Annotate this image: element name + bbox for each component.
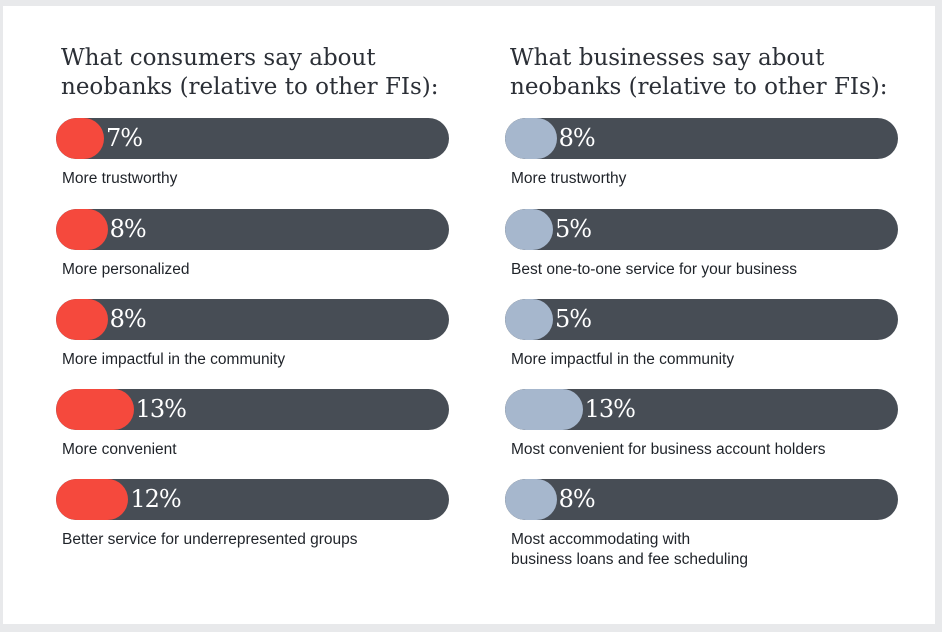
consumer-bar-value-label: 13%	[135, 395, 187, 423]
business-bar-track: 5%	[505, 209, 898, 250]
consumer-bar-value-label: 7%	[106, 124, 143, 152]
business-bar-value-label: 5%	[555, 305, 592, 333]
business-bar-category-label: Most convenient for business account hol…	[511, 441, 826, 458]
consumer-bar-track: 8%	[56, 299, 449, 340]
consumers-title: What consumers say about neobanks (relat…	[61, 45, 439, 100]
consumer-bar-fill	[56, 479, 129, 520]
consumer-bar-value-label: 8%	[109, 215, 147, 243]
consumer-bar-fill	[56, 299, 108, 340]
business-bar-track: 5%	[505, 299, 898, 340]
business-bar-fill	[505, 479, 557, 520]
consumer-bar-track: 13%	[56, 389, 449, 430]
business-bar-fill	[505, 118, 557, 159]
business-bar-value-label: 8%	[558, 485, 596, 513]
consumer-bar-category-label: More personalized	[62, 261, 190, 278]
consumer-bar-category-label: More trustworthy	[62, 170, 178, 187]
businesses-title: What businesses say about neobanks (rela…	[510, 45, 888, 100]
business-bar-value-label: 8%	[558, 124, 596, 152]
business-bar-track: 8%	[505, 479, 898, 520]
consumer-bar-value-label: 8%	[109, 305, 147, 333]
consumer-bar-value-label: 12%	[130, 485, 181, 513]
business-bar-category-label: More impactful in the community	[511, 351, 735, 368]
consumer-bar-category-label: Better service for underrepresented grou…	[62, 531, 358, 548]
business-bar-track: 13%	[505, 389, 898, 430]
business-bar-category-label: More trustworthy	[511, 170, 627, 187]
business-bar-category-label: Most accommodating with business loans an…	[511, 531, 748, 568]
business-bar-fill	[505, 209, 553, 250]
business-bar-track: 8%	[505, 118, 898, 159]
consumer-bar-track: 12%	[56, 479, 449, 520]
business-bar-value-label: 5%	[555, 215, 592, 243]
consumer-bar-fill	[56, 118, 104, 159]
consumer-bar-category-label: More convenient	[62, 441, 177, 458]
business-bar-fill	[505, 389, 583, 430]
consumer-bar-track: 8%	[56, 209, 449, 250]
consumer-bar-track: 7%	[56, 118, 449, 159]
consumer-bar-category-label: More impactful in the community	[62, 351, 286, 368]
business-bar-value-label: 13%	[584, 395, 636, 423]
business-bar-fill	[505, 299, 553, 340]
chart-card: What consumers say about neobanks (relat…	[3, 6, 935, 624]
consumer-bar-fill	[56, 389, 134, 430]
consumer-bar-fill	[56, 209, 108, 250]
business-bar-category-label: Best one-to-one service for your busines…	[511, 261, 798, 278]
